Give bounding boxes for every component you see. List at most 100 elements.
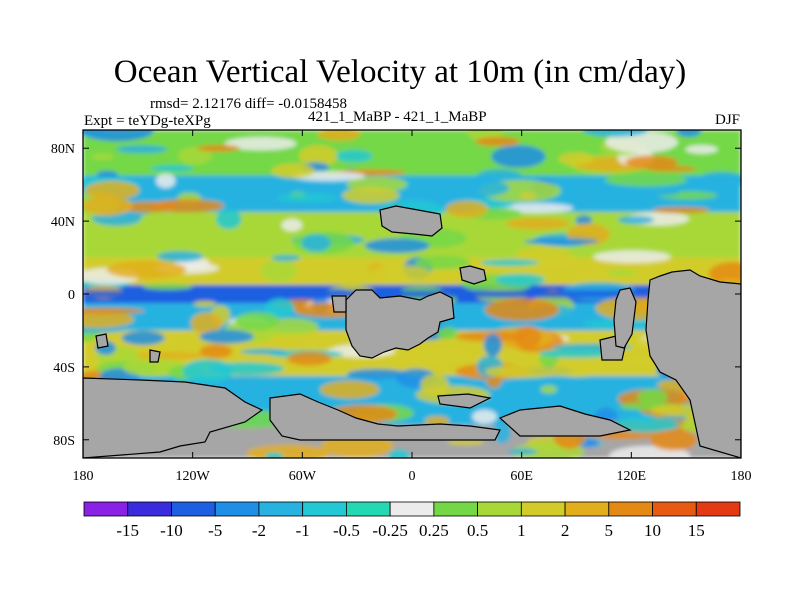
colorbar-swatch: [302, 501, 347, 517]
field-patch: [652, 206, 710, 214]
x-tick-label: 180: [731, 469, 752, 484]
field-patch: [271, 163, 315, 179]
field-patch: [491, 145, 546, 168]
field-patch: [696, 171, 741, 189]
field-patch: [685, 144, 718, 154]
land-mass: [149, 349, 161, 363]
stats-label: rmsd= 2.12176 diff= -0.0158458: [150, 96, 348, 112]
equatorial-strip: [83, 290, 741, 298]
colorbar-label: -10: [160, 521, 183, 540]
x-tick-label: 180: [73, 469, 94, 484]
field-patch: [597, 396, 617, 407]
colorbar-swatch: [477, 501, 522, 517]
field-patch: [483, 333, 502, 357]
field-patch: [485, 365, 558, 379]
colorbar-swatch: [345, 501, 391, 517]
field-patch: [605, 131, 679, 153]
field-patch: [346, 368, 407, 380]
field-patch: [116, 145, 168, 154]
land-mass: [437, 393, 492, 409]
colorbar-swatch: [171, 501, 216, 517]
field-patch: [85, 180, 140, 200]
colorbar-label: -2: [252, 521, 266, 540]
colorbar-label: 10: [644, 521, 661, 540]
field-patch: [650, 429, 698, 451]
runs-label: 421_1_MaBP - 421_1_MaBP: [308, 109, 487, 125]
field-patch: [224, 136, 297, 151]
y-tick-label: 40S: [53, 361, 75, 376]
field-patch: [493, 421, 511, 444]
y-tick-label: 80S: [53, 434, 75, 449]
colorbar-label: -1: [296, 521, 310, 540]
field-patch: [433, 178, 510, 198]
colorbar-label: 15: [688, 521, 705, 540]
field-patch: [342, 187, 400, 204]
experiment-label: Expt = teYDg-teXPg: [84, 113, 211, 129]
field-patch: [365, 265, 434, 285]
field-patch: [388, 449, 410, 458]
colorbar-swatch: [433, 501, 479, 517]
field-patch: [298, 145, 339, 167]
field-patch: [246, 444, 330, 458]
field-patch: [286, 351, 332, 366]
colorbar-label: 2: [561, 521, 570, 540]
colorbar-swatch: [214, 501, 260, 517]
field-patch: [539, 348, 615, 358]
land-mass: [379, 205, 443, 237]
colorbar-swatch: [695, 501, 741, 517]
field-patch: [182, 359, 234, 383]
field-patch: [364, 238, 430, 254]
colorbar-swatch: [608, 501, 653, 517]
field-patch: [575, 215, 593, 226]
colorbar-swatch: [564, 501, 610, 517]
colorbar: -15 -10 -5 -2 -1 -0.5 -0.25 0.25 0.5 1 2 5 10 15: [83, 501, 741, 540]
field-patch: [414, 255, 471, 270]
colorbar-label: 1: [517, 521, 526, 540]
land-mass: [269, 393, 501, 441]
field-patch: [199, 329, 254, 344]
x-tick-label: 120W: [176, 469, 211, 484]
field-patch: [83, 307, 145, 315]
field-patch: [593, 250, 671, 264]
field-patch: [514, 325, 541, 349]
colorbar-label: -0.25: [372, 521, 407, 540]
field-patch: [264, 452, 284, 458]
field-patch: [190, 312, 223, 335]
field-patch: [625, 155, 678, 169]
season-label: DJF: [714, 112, 740, 128]
land-mass: [345, 289, 455, 359]
field-patch: [196, 144, 240, 152]
field-patch: [552, 359, 603, 378]
field-patch: [475, 136, 520, 147]
field-patch: [215, 209, 242, 230]
colorbar-swatch: [652, 501, 697, 517]
field-patch: [91, 153, 114, 161]
field-patch: [495, 273, 546, 286]
field-patch: [106, 260, 187, 279]
field-patch: [193, 300, 217, 308]
land-mass: [613, 287, 637, 349]
field-patch: [480, 259, 540, 267]
field-patch: [604, 173, 688, 187]
field-patch: [83, 310, 134, 329]
field-patch: [271, 254, 301, 262]
land-mass: [645, 269, 741, 458]
field-patch: [606, 268, 637, 277]
field-patch: [637, 388, 668, 405]
field-patch: [199, 344, 233, 359]
colorbar-label: 5: [605, 521, 614, 540]
field-patch: [399, 348, 472, 361]
field-patch: [445, 200, 489, 218]
land-mass: [498, 405, 632, 437]
y-tick-label: 80N: [51, 142, 75, 157]
field-patch: [121, 330, 165, 346]
colorbar-swatch: [520, 501, 566, 517]
field-patch: [151, 199, 225, 213]
colorbar-label: -15: [116, 521, 139, 540]
field-patch: [505, 217, 571, 230]
field-patch: [240, 348, 288, 355]
field-patch: [617, 215, 655, 225]
colorbar-label: 0.5: [467, 521, 488, 540]
field-patch: [335, 149, 373, 163]
